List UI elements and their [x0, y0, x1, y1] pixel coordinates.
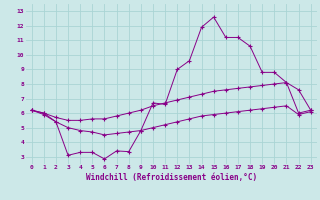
X-axis label: Windchill (Refroidissement éolien,°C): Windchill (Refroidissement éolien,°C)	[86, 173, 257, 182]
